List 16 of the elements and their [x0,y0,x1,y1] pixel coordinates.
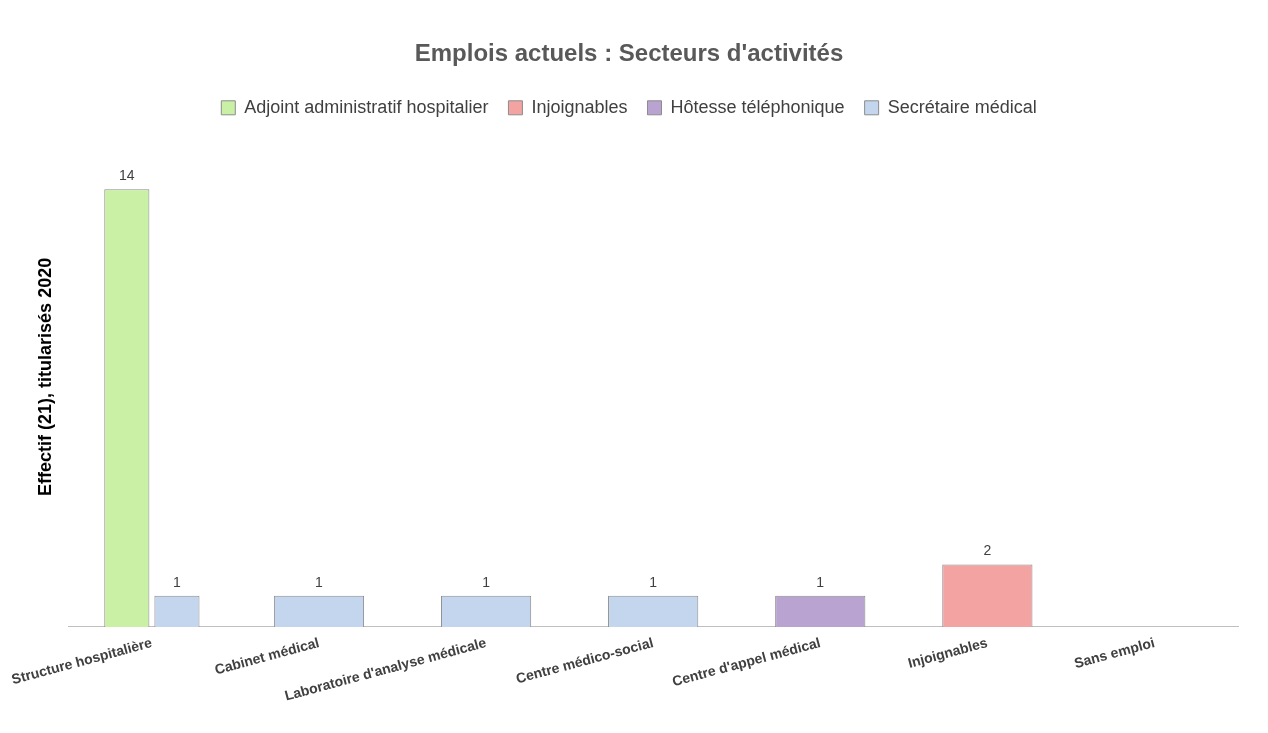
legend-label: Secrétaire médical [887,96,1037,117]
legend-label: Hôtesse téléphonique [670,96,845,117]
chart-title: Emplois actuels : Secteurs d'activités [414,39,844,67]
data-label: 1 [816,573,825,590]
data-label: 1 [173,573,182,590]
legend-label: Injoignables [531,96,628,117]
data-label: 1 [482,573,491,590]
data-label: 2 [983,542,992,559]
legend-label: Adjoint administratif hospitalier [244,96,489,117]
x-tick-label: Sans emploi [1072,634,1157,672]
data-label: 1 [315,573,324,590]
data-label: 1 [649,573,658,590]
data-label: 14 [119,167,135,184]
x-tick-label: Cabinet médical [212,634,321,678]
y-axis-title: Effectif (21), titularisés 2020 [34,257,55,496]
x-tick-label: Centre d'appel médical [670,634,823,690]
